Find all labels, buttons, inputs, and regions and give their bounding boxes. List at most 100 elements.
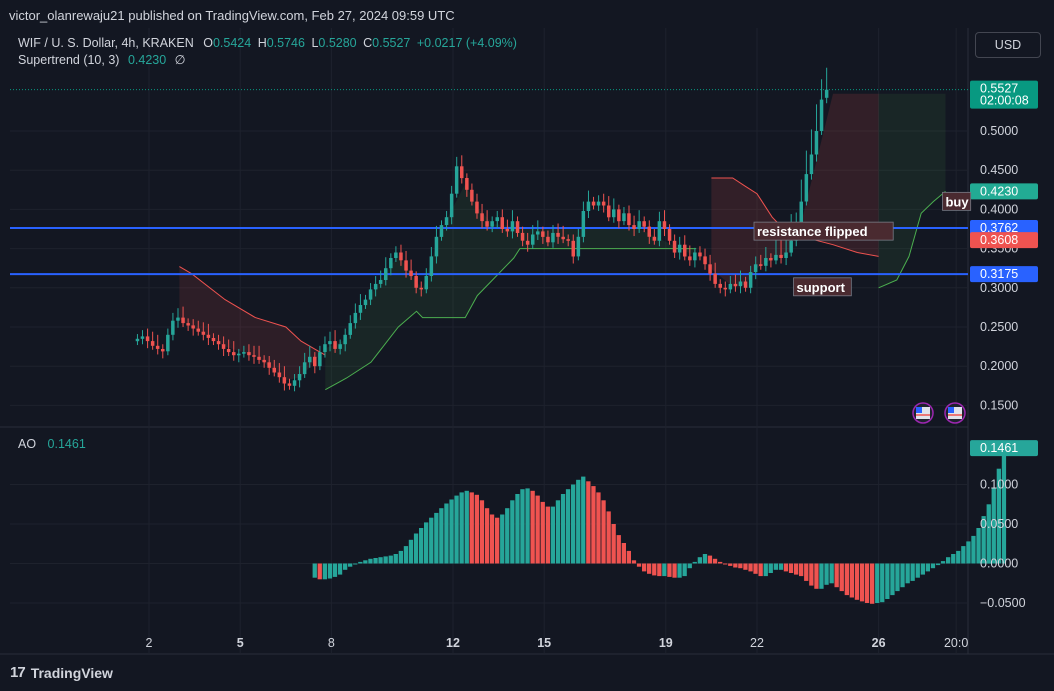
candle-body	[622, 213, 626, 222]
annotation-text: support	[797, 280, 846, 295]
ao-bar	[576, 479, 581, 564]
candle-body	[465, 178, 469, 190]
candle-body	[814, 131, 819, 155]
ao-bar	[905, 563, 910, 584]
supertrend-legend[interactable]: Supertrend (10, 3) 0.4230 ∅	[18, 52, 186, 67]
ao-bar	[363, 560, 368, 564]
ao-bar	[484, 508, 490, 564]
ao-bar	[459, 492, 464, 564]
ao-bar	[900, 563, 905, 588]
candle-body	[237, 353, 241, 356]
ao-bar	[880, 563, 885, 603]
ao-bar	[697, 557, 702, 564]
candle-body	[759, 264, 763, 266]
price-label-box	[970, 80, 1038, 109]
ao-bar	[824, 563, 829, 585]
ao-bar	[966, 541, 971, 564]
ao-bar	[657, 563, 662, 577]
ao-bar	[763, 563, 768, 577]
candle-body	[495, 217, 499, 222]
ao-bar	[672, 563, 677, 578]
ao-bar	[991, 488, 996, 564]
ao-bar	[667, 563, 672, 577]
annotation-box	[793, 277, 852, 297]
supertrend-up-line	[878, 191, 946, 289]
candle-body	[561, 236, 565, 240]
ao-bar	[586, 481, 591, 564]
ao-bar	[636, 563, 642, 567]
candle-body	[571, 240, 575, 257]
price-label-text: 0.3762	[980, 221, 1018, 235]
candle-body	[389, 258, 393, 269]
ao-bar	[946, 557, 951, 564]
ao-legend[interactable]: AO 0.1461	[18, 437, 86, 451]
axis-layer: 0.50000.45000.40000.35000.30000.25000.20…	[146, 80, 1038, 650]
candle-body	[677, 244, 682, 253]
ao-bar	[505, 508, 510, 564]
symbol-name: WIF / U. S. Dollar, 4h, KRAKEN	[18, 36, 194, 50]
candle-body	[536, 231, 540, 235]
price-tick-label: 0.2500	[980, 320, 1018, 334]
ao-bar	[616, 535, 621, 564]
ao-tick-label: 0.0500	[980, 517, 1018, 531]
candle-body	[155, 345, 160, 349]
candle-body	[358, 305, 363, 313]
ao-bar	[758, 563, 763, 577]
currency-button[interactable]: USD	[975, 32, 1041, 58]
candle-body	[454, 166, 459, 194]
candle-body	[161, 349, 165, 352]
candle-body	[551, 232, 555, 243]
candle-body	[140, 336, 145, 339]
ao-bar	[626, 550, 631, 564]
candle-body	[652, 236, 657, 241]
candle-body	[171, 320, 175, 335]
ao-bar	[327, 563, 333, 579]
ao-bar	[864, 563, 870, 603]
candle-body	[718, 283, 722, 288]
time-tick-label: 26	[872, 636, 886, 650]
ao-bar	[474, 494, 479, 564]
low-label: L	[311, 36, 319, 50]
supertrend-up-line-fill	[878, 93, 946, 288]
candle-body	[323, 344, 327, 352]
candle-body	[586, 201, 591, 211]
supertrend-down-line-fill	[179, 266, 326, 381]
annotations-layer: buy resistance flipped support	[753, 191, 972, 297]
candle-body	[779, 254, 783, 258]
candle-body	[647, 226, 651, 237]
candle-body	[191, 325, 195, 329]
candle-body	[308, 356, 312, 363]
ao-tick-label: 0.1000	[980, 478, 1018, 492]
ao-bar	[935, 563, 941, 566]
candle-body	[667, 229, 672, 241]
supertrend-up-line-fill	[325, 183, 697, 390]
candle-body	[708, 264, 712, 274]
ao-bar	[419, 528, 424, 564]
ao-bar	[844, 563, 849, 596]
ao-bar	[981, 516, 986, 564]
ao-bar	[601, 500, 606, 564]
candle-body	[206, 334, 211, 338]
flag-canton	[916, 407, 922, 413]
ao-bar	[550, 506, 555, 564]
time-tick-label: 22	[750, 636, 764, 650]
candle-body	[292, 380, 297, 386]
ao-bar	[783, 563, 789, 572]
candle-body	[612, 209, 616, 218]
ao-bar	[434, 512, 439, 564]
candle-body	[596, 201, 601, 206]
candle-body	[475, 201, 479, 214]
candle-body	[277, 372, 282, 378]
high-value: 0.5746	[266, 36, 305, 50]
ao-bar	[403, 546, 409, 564]
candle-body	[485, 221, 489, 227]
candle-body	[693, 252, 697, 261]
ao-bar	[799, 563, 804, 577]
candle-body	[338, 344, 342, 349]
ao-bar	[834, 563, 839, 588]
tradingview-footer[interactable]: 17 TradingView	[10, 664, 113, 681]
price-label-text: 0.3608	[980, 233, 1018, 247]
candle-body	[216, 341, 221, 345]
annotation-box	[942, 191, 972, 211]
